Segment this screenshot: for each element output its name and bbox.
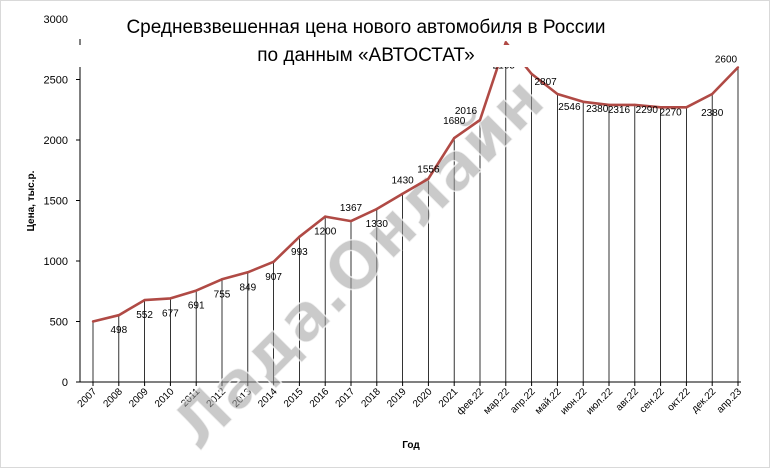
- y-tick-label: 1500: [44, 196, 68, 208]
- data-point: [220, 278, 224, 281]
- data-label: 2600: [715, 54, 738, 65]
- data-label: 1200: [314, 227, 337, 238]
- data-label: 691: [188, 301, 205, 312]
- data-point: [711, 92, 714, 96]
- x-tick-label: 2015: [282, 386, 306, 410]
- data-point: [298, 235, 301, 238]
- data-point: [582, 100, 585, 103]
- data-point: [427, 177, 430, 180]
- data-point: [324, 215, 327, 218]
- y-axis-title: Цена, тыс.р.: [26, 170, 37, 231]
- data-label: 1556: [417, 165, 440, 176]
- data-point: [375, 207, 378, 211]
- x-tick-label: 2016: [308, 386, 332, 410]
- data-label: 1367: [340, 203, 363, 214]
- data-point: [504, 41, 507, 44]
- data-point: [91, 320, 95, 323]
- data-point: [453, 136, 456, 140]
- data-label: 907: [265, 272, 282, 283]
- y-tick-label: 2500: [44, 75, 68, 87]
- x-tick-label: 2018: [359, 386, 383, 410]
- data-point: [117, 314, 121, 317]
- data-point: [143, 298, 146, 302]
- drop-lines: [92, 42, 739, 382]
- data-label: 2380: [586, 104, 609, 115]
- x-tick-label: апр.23: [715, 386, 745, 416]
- y-tick-label: 1000: [44, 256, 68, 268]
- data-label: 2270: [659, 107, 682, 118]
- data-point: [685, 106, 688, 109]
- x-tick-label: дек.22: [690, 386, 719, 415]
- data-label: 2316: [608, 105, 631, 116]
- y-tick-label: 0: [62, 377, 68, 389]
- data-point: [607, 103, 611, 107]
- data-label: 849: [239, 282, 256, 293]
- x-tick-label: июн.22: [559, 386, 590, 417]
- data-point: [478, 118, 482, 122]
- data-label: 2016: [455, 106, 478, 117]
- x-tick-label: 2009: [127, 386, 151, 410]
- data-point: [736, 66, 740, 69]
- data-label: 552: [136, 310, 153, 321]
- x-tick-label: фев.22: [454, 385, 486, 417]
- data-label: 755: [214, 289, 231, 300]
- x-tick-label: май.22: [533, 386, 564, 417]
- data-point: [349, 219, 353, 223]
- data-point: [633, 103, 636, 107]
- data-label: 2290: [636, 105, 659, 116]
- y-tick-label: 2000: [44, 135, 68, 147]
- data-label: 2380: [701, 108, 724, 119]
- x-tick-label: 2020: [411, 386, 435, 410]
- data-point: [272, 260, 275, 264]
- x-axis-title: Год: [402, 440, 420, 451]
- y-tick-label: 3000: [44, 14, 68, 26]
- x-tick-label: 2007: [76, 386, 100, 410]
- y-tick-label: 500: [50, 317, 68, 329]
- x-tick-label: апр.22: [508, 386, 538, 416]
- y-ticks: 0 500 1000 1500 2000 2500 3000: [44, 14, 80, 389]
- data-point: [556, 92, 559, 96]
- data-label: 993: [291, 247, 308, 258]
- x-tick-label: 2008: [101, 386, 125, 410]
- data-point: [401, 192, 404, 195]
- price-line: [92, 41, 739, 323]
- x-tick-label: авг.22: [614, 386, 641, 413]
- data-point: [530, 72, 533, 76]
- data-label: 677: [162, 308, 179, 319]
- series-line: [91, 41, 740, 323]
- data-label: 1330: [366, 219, 389, 230]
- chart-title-line1: Средневзвешенная цена нового автомобиля …: [71, 17, 661, 39]
- chart-title-line2: по данным «АВТОСТАТ»: [71, 45, 661, 67]
- data-label: 2807: [534, 77, 557, 88]
- data-point: [659, 106, 662, 109]
- x-tick-label: окт.22: [665, 386, 692, 413]
- data-point: [169, 297, 172, 300]
- data-label: 2546: [558, 102, 581, 113]
- x-tick-label: сен.22: [638, 386, 667, 415]
- data-point: [246, 271, 249, 274]
- data-label: 1430: [391, 176, 414, 187]
- data-label: 1680: [443, 116, 466, 127]
- x-tick-label: 2019: [385, 386, 409, 410]
- x-tick-label: 2017: [334, 386, 358, 410]
- data-label: 498: [110, 325, 127, 336]
- x-tick-label: мар.22: [482, 386, 513, 417]
- data-point: [195, 289, 198, 292]
- x-tick-label: июл.22: [584, 386, 615, 417]
